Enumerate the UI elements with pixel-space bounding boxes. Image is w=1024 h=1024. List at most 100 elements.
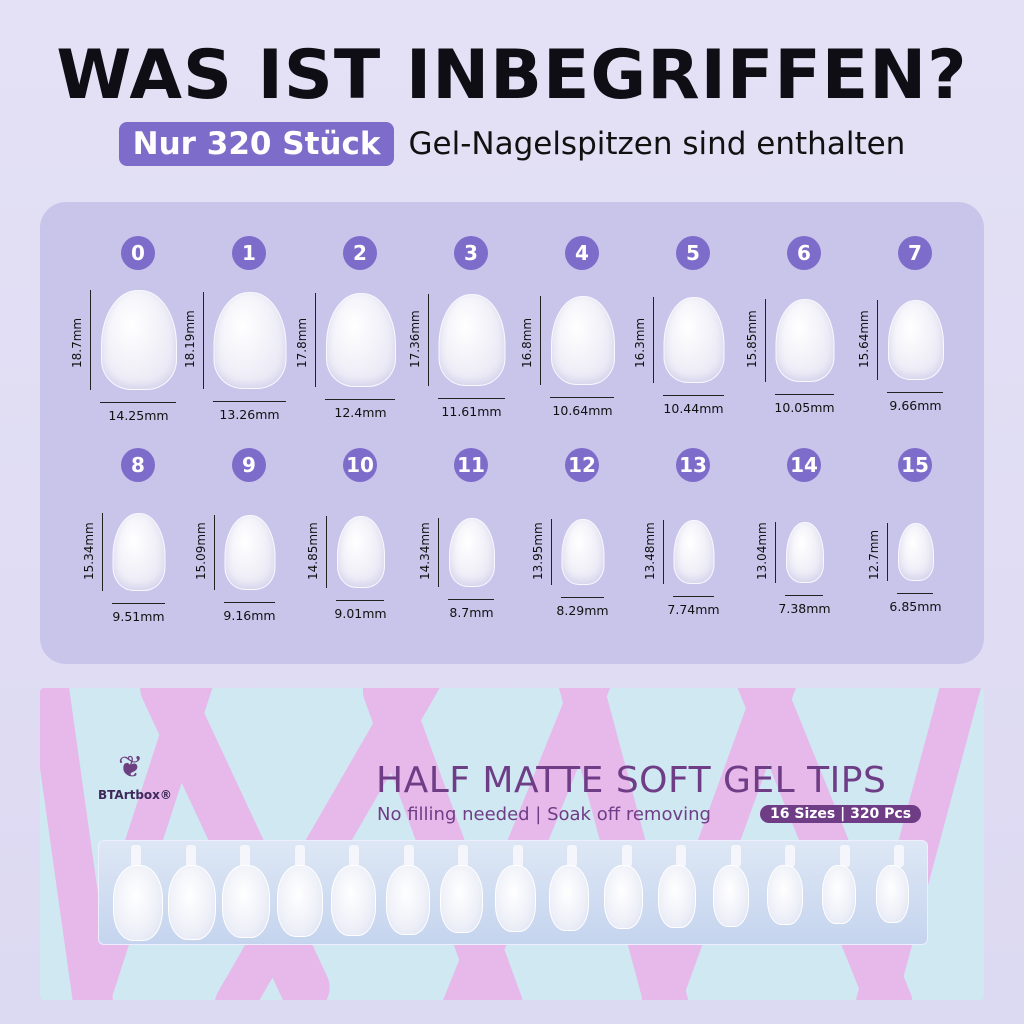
width-label: 9.16mm <box>223 607 276 623</box>
height-arrow <box>652 297 654 383</box>
size-item: 15 12.7mm 6.85mm <box>860 448 971 658</box>
nail-tip-image <box>100 290 177 390</box>
tray-stem <box>839 845 850 867</box>
size-item: 10 14.85mm 9.01mm <box>305 448 416 658</box>
height-label: 14.34mm <box>418 522 432 580</box>
height-arrow <box>540 295 541 385</box>
height-label: 15.85mm <box>744 310 759 368</box>
size-item: 8 15.34mm 9.51mm <box>82 448 194 658</box>
width-label: 9.01mm <box>334 606 387 621</box>
height-arrow <box>775 521 776 583</box>
height-label: 16.8mm <box>520 317 534 368</box>
tray-nail-tip <box>658 865 696 928</box>
tray-nail-tip <box>712 865 750 927</box>
tray-stem <box>567 845 577 867</box>
size-item: 12 13.95mm 8.29mm <box>527 448 638 658</box>
width-arrow <box>223 601 275 603</box>
width-arrow <box>774 393 834 395</box>
nail-tip-image <box>887 300 944 380</box>
tray-stem <box>894 845 904 867</box>
nail-tip-image <box>325 293 396 387</box>
tray-nail-tip <box>385 865 430 935</box>
width-arrow <box>100 402 176 403</box>
box-title: HALF MATTE SOFT GEL TIPS <box>376 760 887 801</box>
width-label: 7.38mm <box>778 600 831 616</box>
size-item: 11 14.34mm 8.7mm <box>416 448 527 658</box>
tray-stem <box>240 845 250 867</box>
width-arrow <box>897 593 933 594</box>
size-chart-panel: 0 18.7mm 14.25mm 1 18.19mm 13.26mm 2 17.8m… <box>40 202 984 664</box>
brand-logo-icon: ❦ <box>118 750 144 785</box>
height-arrow <box>662 520 664 584</box>
product-box: ❦ BTArtbox® HALF MATTE SOFT GEL TIPS No … <box>40 688 984 1000</box>
size-number-badge: 5 <box>676 236 710 270</box>
width-label: 9.66mm <box>889 398 942 413</box>
size-item: 7 15.64mm 9.66mm <box>857 236 971 446</box>
tray-nail-tip <box>440 865 483 934</box>
nail-tip-image <box>663 297 724 383</box>
height-arrow <box>202 291 204 389</box>
nail-tip-image <box>775 298 834 382</box>
size-number-badge: 14 <box>787 448 821 482</box>
tray-nail-tip <box>494 865 537 932</box>
size-number-badge: 12 <box>565 448 599 482</box>
height-arrow <box>90 290 91 390</box>
tray-nail-tip <box>549 865 590 931</box>
height-label: 13.04mm <box>755 522 769 580</box>
tray-stem <box>294 845 305 867</box>
page-title: WAS IST INBEGRIFFEN? <box>56 36 968 115</box>
size-number-badge: 8 <box>121 448 155 482</box>
size-number-badge: 1 <box>232 236 266 270</box>
size-number-badge: 6 <box>787 236 821 270</box>
size-item: 4 16.8mm 10.64mm <box>520 236 638 446</box>
width-arrow <box>437 398 505 399</box>
size-number-badge: 2 <box>343 236 377 270</box>
width-label: 10.05mm <box>774 399 835 415</box>
width-label: 14.25mm <box>108 408 169 423</box>
tray-nail-tip <box>821 865 856 925</box>
size-item: 13 13.48mm 7.74mm <box>638 448 749 658</box>
width-label: 10.44mm <box>663 401 724 416</box>
nail-tip-image <box>112 513 165 591</box>
nail-tip-image <box>561 519 604 585</box>
tray-stem <box>458 845 468 867</box>
tray-nail-tip <box>331 865 377 936</box>
width-arrow <box>887 392 943 393</box>
height-arrow <box>326 516 327 588</box>
nail-tip-image <box>550 295 615 385</box>
size-number-badge: 0 <box>121 236 155 270</box>
tray-stem <box>185 845 196 867</box>
size-item: 6 15.85mm 10.05mm <box>745 236 860 446</box>
subtitle-text: Gel-Nagelspitzen sind enthalten <box>408 126 906 162</box>
tray-nail-tip <box>167 865 217 940</box>
width-label: 10.64mm <box>552 402 613 418</box>
height-label: 17.36mm <box>407 310 422 368</box>
nail-tip-image <box>785 521 824 583</box>
size-number-badge: 15 <box>898 448 932 482</box>
width-arrow <box>336 600 384 601</box>
height-label: 13.95mm <box>530 522 545 580</box>
tray-stem <box>676 845 686 867</box>
height-arrow <box>764 298 766 382</box>
tray-nail-tip <box>113 865 163 941</box>
size-item: 0 18.7mm 14.25mm <box>70 236 194 446</box>
tray-stem <box>403 845 414 867</box>
size-number-badge: 4 <box>565 236 599 270</box>
tray-stem <box>131 845 141 867</box>
width-arrow <box>785 594 823 596</box>
size-item: 2 17.8mm 12.4mm <box>295 236 416 446</box>
height-label: 15.09mm <box>193 522 208 580</box>
box-size-badge: 16 Sizes | 320 Pcs <box>760 805 922 823</box>
tray-nail-tip <box>276 865 323 938</box>
width-arrow <box>448 598 494 600</box>
tray-stem <box>621 845 632 867</box>
width-label: 7.74mm <box>667 602 720 617</box>
nail-tip-image <box>336 516 385 588</box>
tray-stem <box>730 845 741 867</box>
height-arrow <box>101 513 103 591</box>
height-arrow <box>438 517 439 587</box>
width-arrow <box>550 396 614 398</box>
height-label: 14.85mm <box>306 522 320 580</box>
height-label: 16.3mm <box>632 317 647 368</box>
width-arrow <box>672 596 714 597</box>
